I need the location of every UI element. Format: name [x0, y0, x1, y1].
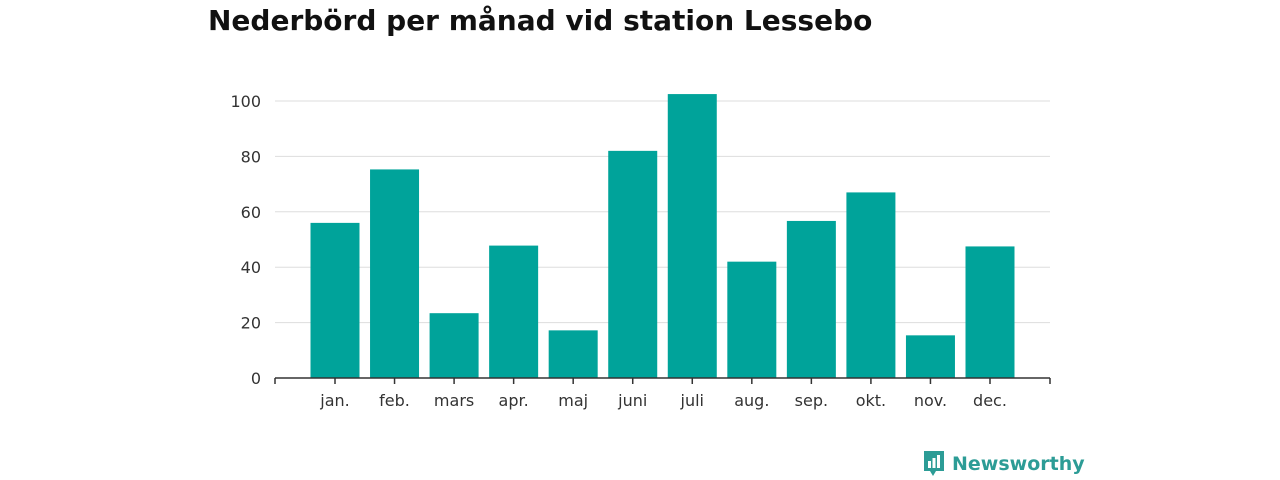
y-axis-labels: 0 20 40 60 80 100: [230, 92, 261, 388]
y-tick-label: 40: [241, 258, 261, 277]
x-tick-label: juli: [680, 391, 704, 410]
y-tick-label: 60: [241, 203, 261, 222]
newsworthy-logo-icon: [924, 451, 944, 476]
y-tick-label: 100: [230, 92, 261, 111]
brand-name: Newsworthy: [952, 453, 1085, 475]
bar: [905, 335, 955, 378]
bar: [370, 169, 420, 378]
bar: [786, 220, 836, 378]
x-tick-label: maj: [558, 391, 588, 410]
bar: [310, 222, 360, 378]
x-tick-label: dec.: [973, 391, 1007, 410]
bar: [727, 261, 777, 378]
x-axis-labels: jan. feb. mars apr. maj juni juli aug. sep. okt. n…: [319, 391, 1007, 410]
bar: [965, 246, 1015, 378]
x-axis: [274, 377, 1051, 384]
x-tick-label: nov.: [914, 391, 947, 410]
x-tick-label: sep.: [795, 391, 828, 410]
brand-logo: Newsworthy: [922, 450, 1085, 478]
x-tick-label: feb.: [379, 391, 410, 410]
bar: [608, 150, 658, 378]
y-tick-label: 0: [251, 369, 261, 388]
bar: [846, 192, 896, 378]
y-tick-label: 80: [241, 147, 261, 166]
y-tick-label: 20: [241, 314, 261, 333]
x-tick-label: jan.: [319, 391, 349, 410]
x-tick-label: juni: [617, 391, 647, 410]
x-tick-label: mars: [434, 391, 474, 410]
bar: [548, 330, 598, 378]
chart-title: Nederbörd per månad vid station Lessebo: [208, 4, 873, 37]
bars: [310, 94, 1015, 378]
x-tick-label: aug.: [734, 391, 769, 410]
x-tick-label: okt.: [856, 391, 886, 410]
bar: [429, 313, 479, 378]
bar: [489, 245, 539, 378]
x-tick-label: apr.: [499, 391, 529, 410]
bar: [667, 94, 717, 378]
